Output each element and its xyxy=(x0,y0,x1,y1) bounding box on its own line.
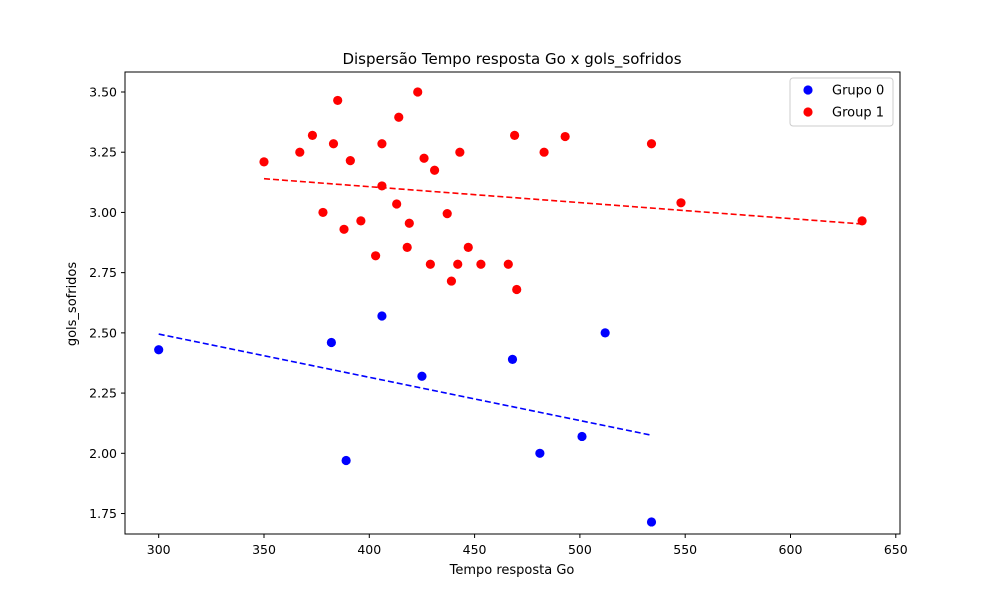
data-point-series-0-2 xyxy=(341,455,351,466)
data-point-series-0-5 xyxy=(507,354,518,364)
data-point-series-1-6 xyxy=(339,224,349,234)
data-point-series-1-17 xyxy=(419,153,429,163)
data-point-series-1-25 xyxy=(476,259,486,269)
data-point-series-1-31 xyxy=(646,139,657,149)
data-point-series-1-3 xyxy=(318,207,328,218)
data-point-series-1-18 xyxy=(425,259,435,269)
data-point-series-1-12 xyxy=(392,199,402,209)
data-point-series-1-27 xyxy=(510,130,520,140)
data-point-series-1-8 xyxy=(356,216,366,226)
y-tick-label: 2.00 xyxy=(89,446,117,461)
trendline-series-1 xyxy=(263,177,863,225)
data-point-series-1-16 xyxy=(413,87,423,97)
legend-box xyxy=(789,77,894,127)
data-point-series-1-20 xyxy=(442,209,452,219)
data-point-series-1-14 xyxy=(402,242,412,252)
data-point-series-1-9 xyxy=(371,251,381,261)
data-point-series-0-0 xyxy=(154,345,164,355)
y-tick-label: 2.75 xyxy=(89,265,117,280)
y-tick-label: 1.75 xyxy=(89,506,117,521)
y-axis: 1.75 2.00 2.25 2.50 2.75 3.00 3.25 3.50 xyxy=(89,84,125,521)
data-point-series-1-33 xyxy=(857,216,867,226)
data-point-series-1-11 xyxy=(377,181,387,191)
data-point-series-0-6 xyxy=(535,448,545,458)
x-tick-label: 450 xyxy=(463,542,487,557)
data-point-series-1-24 xyxy=(463,242,473,252)
x-tick-label: 300 xyxy=(147,542,171,557)
data-point-series-1-13 xyxy=(394,112,404,122)
y-tick-label: 3.00 xyxy=(89,205,117,220)
plot-area xyxy=(124,71,901,535)
y-tick-label: 2.25 xyxy=(89,386,117,401)
data-point-series-1-5 xyxy=(333,95,343,106)
x-tick-label: 500 xyxy=(568,542,592,557)
x-tick-label: 550 xyxy=(673,542,697,557)
data-point-series-1-23 xyxy=(455,147,465,157)
x-tick-label: 600 xyxy=(779,542,803,557)
legend: Grupo 0 Group 1 xyxy=(789,77,894,127)
data-point-series-1-28 xyxy=(512,284,522,295)
data-point-series-1-1 xyxy=(295,147,305,157)
y-tick-label: 2.50 xyxy=(89,325,117,340)
x-tick-label: 650 xyxy=(884,542,908,557)
data-point-series-1-15 xyxy=(404,218,414,228)
data-point-series-0-8 xyxy=(600,328,610,338)
chart-title: Dispersão Tempo resposta Go x gols_sofri… xyxy=(342,50,681,69)
data-point-series-1-2 xyxy=(307,130,318,140)
data-point-series-1-0 xyxy=(259,157,269,167)
data-point-series-1-19 xyxy=(429,165,440,175)
data-point-series-0-9 xyxy=(646,517,657,527)
data-point-series-1-32 xyxy=(676,198,686,208)
data-point-series-1-29 xyxy=(539,147,549,157)
trendline-series-0 xyxy=(158,333,652,437)
axes-frame xyxy=(124,71,901,535)
data-point-series-1-30 xyxy=(560,131,570,142)
legend-label-series-1: Group 1 xyxy=(832,106,884,121)
data-point-series-1-10 xyxy=(377,139,387,149)
x-tick-label: 350 xyxy=(252,542,276,557)
data-point-series-1-4 xyxy=(328,139,339,149)
y-axis-label: gols_sofridos xyxy=(65,262,80,347)
x-axis-label: Tempo resposta Go xyxy=(449,563,575,578)
data-point-series-0-1 xyxy=(326,337,336,348)
y-tick-label: 3.25 xyxy=(89,145,117,160)
data-point-series-1-22 xyxy=(453,259,463,269)
x-tick-label: 400 xyxy=(357,542,381,557)
data-point-series-1-26 xyxy=(503,259,513,269)
data-point-series-0-3 xyxy=(377,311,387,321)
y-tick-label: 3.50 xyxy=(89,84,117,99)
legend-marker-series-1 xyxy=(803,107,813,117)
data-point-series-1-21 xyxy=(446,276,457,286)
legend-marker-series-0 xyxy=(803,85,813,95)
x-axis: 300 350 400 450 500 550 600 650 xyxy=(147,534,908,557)
data-point-series-0-7 xyxy=(577,431,587,442)
legend-label-series-0: Grupo 0 xyxy=(832,84,884,99)
data-point-series-1-7 xyxy=(345,156,355,166)
data-point-series-0-4 xyxy=(417,371,427,381)
